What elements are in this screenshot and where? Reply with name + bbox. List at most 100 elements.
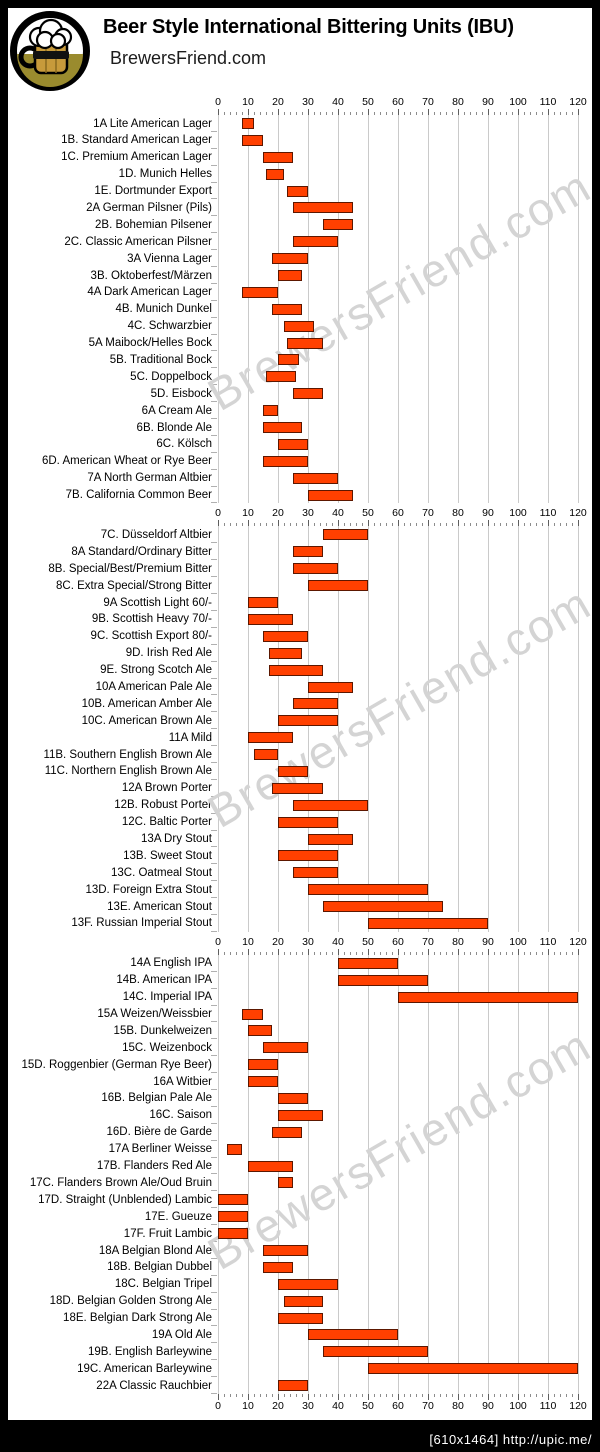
style-label: 18D. Belgian Golden Strong Ale — [49, 1295, 212, 1308]
chart-row: 11A Mild — [8, 729, 592, 746]
row-plot — [211, 1310, 579, 1327]
chart-row: 16D. Bière de Garde — [8, 1124, 592, 1141]
major-tick — [338, 520, 339, 527]
plot-area: BrewersFriend.com 1A Lite American Lager 1… — [8, 115, 592, 504]
style-label: 6D. American Wheat or Rye Beer — [41, 455, 212, 468]
style-label: 12A Brown Porter — [121, 782, 212, 795]
major-tick — [458, 1394, 459, 1401]
ibu-range-bar — [263, 455, 308, 467]
major-tick — [398, 948, 399, 955]
major-tick — [338, 1394, 339, 1401]
row-plot — [211, 368, 579, 386]
x-axis-tick-label: 100 — [509, 1400, 527, 1413]
x-axis-tick-label: 60 — [392, 935, 404, 948]
x-axis-labels: 0 10 20 30 40 50 60 70 80 90 100 110 120 — [8, 507, 592, 520]
row-plot — [211, 1242, 579, 1259]
row-plot — [211, 898, 579, 915]
chart-row: 13C. Oatmeal Stout — [8, 864, 592, 882]
major-tick — [218, 520, 219, 527]
chart-row: 19C. American Barleywine — [8, 1360, 592, 1378]
gridline — [488, 954, 489, 1395]
x-axis-tick-label: 30 — [302, 1400, 314, 1413]
style-label: 5D. Eisbock — [150, 387, 212, 400]
style-label: 4A Dark American Lager — [87, 286, 212, 299]
ibu-range-bar — [368, 917, 488, 929]
style-label: 1A Lite American Lager — [93, 117, 212, 130]
style-label: 17F. Fruit Lambic — [123, 1227, 212, 1240]
row-plot — [211, 1107, 579, 1124]
x-axis-tick-label: 80 — [452, 1400, 464, 1413]
x-axis-tick-label: 50 — [362, 935, 374, 948]
row-plot — [211, 318, 579, 335]
chart-row: 9D. Irish Red Ale — [8, 645, 592, 662]
style-label: 1E. Dortmunder Export — [94, 185, 212, 198]
x-axis-tick-label: 70 — [422, 96, 434, 108]
ibu-range-bar — [284, 320, 314, 332]
ibu-range-bar — [254, 749, 278, 761]
x-axis-tick-label: 0 — [215, 96, 221, 108]
style-label: 14C. Imperial IPA — [122, 991, 212, 1004]
row-plot — [211, 351, 579, 369]
row-plot — [211, 301, 579, 318]
row-plot — [211, 250, 579, 267]
style-label: 16B. Belgian Pale Ale — [101, 1092, 212, 1105]
row-plot — [211, 1174, 579, 1192]
chart-row: 9C. Scottish Export 80/- — [8, 628, 592, 645]
ibu-range-bar — [293, 799, 368, 811]
plot-area: BrewersFriend.com 7C. Düsseldorf Altbier 8… — [8, 526, 592, 932]
chart-row: 8A Standard/Ordinary Bitter — [8, 543, 592, 561]
major-tick — [428, 1394, 429, 1401]
style-label: 3A Vienna Lager — [127, 252, 212, 265]
ibu-range-bar — [227, 1143, 242, 1155]
major-tick — [488, 109, 489, 115]
chart-row: 12C. Baltic Porter — [8, 814, 592, 831]
chart-row: 5A Maibock/Helles Bock — [8, 335, 592, 352]
major-tick — [278, 109, 279, 115]
ibu-range-bar — [293, 236, 338, 248]
page-title: Beer Style International Bittering Units… — [103, 16, 514, 38]
chart-row: 19B. English Barleywine — [8, 1343, 592, 1361]
x-axis-ticks — [218, 109, 579, 115]
style-label: 13F. Russian Imperial Stout — [71, 917, 212, 930]
x-axis-tick-label: 100 — [509, 935, 527, 948]
chart-row: 14A English IPA — [8, 955, 592, 972]
x-axis-tick-label: 90 — [482, 935, 494, 948]
gridline — [428, 115, 429, 504]
row-plot — [211, 814, 579, 831]
ibu-range-bar — [248, 1160, 293, 1172]
chart-row: 17A Berliner Weisse — [8, 1141, 592, 1158]
style-label: 1B. Standard American Lager — [61, 134, 212, 147]
ibu-range-bar — [263, 1261, 293, 1273]
row-plot — [211, 645, 579, 662]
ibu-range-bar — [248, 1025, 272, 1037]
chart-row: 17B. Flanders Red Ale — [8, 1158, 592, 1175]
chart-row: 6B. Blonde Ale — [8, 419, 592, 436]
row-plot — [211, 972, 579, 989]
ibu-range-bar — [263, 151, 293, 163]
x-axis-tick-label: 40 — [332, 96, 344, 108]
chart-row: 10A American Pale Ale — [8, 679, 592, 696]
chart-row: 17D. Straight (Unblended) Lambic — [8, 1191, 592, 1209]
chart-row: 1C. Premium American Lager — [8, 149, 592, 166]
major-tick — [248, 109, 249, 115]
chart-row: 4A Dark American Lager — [8, 284, 592, 301]
chart-row: 18C. Belgian Tripel — [8, 1276, 592, 1293]
ibu-range-bar — [269, 664, 323, 676]
ibu-range-bar — [266, 371, 296, 383]
x-axis-tick-label: 0 — [215, 935, 221, 948]
style-label: 9E. Strong Scotch Ale — [100, 664, 212, 677]
x-axis-labels: 0 10 20 30 40 50 60 70 80 90 100 110 120 — [8, 936, 592, 949]
style-label: 2A German Pilsner (Pils) — [86, 201, 212, 214]
style-label: 12B. Robust Porter — [114, 799, 212, 812]
chart-row: 13D. Foreign Extra Stout — [8, 881, 592, 898]
gridline — [578, 526, 579, 932]
beer-mug-icon — [10, 11, 90, 91]
chart-row: 6D. American Wheat or Rye Beer — [8, 453, 592, 470]
style-label: 7A North German Altbier — [87, 472, 212, 485]
x-axis-tick-label: 90 — [482, 96, 494, 108]
x-axis-tick-label: 10 — [242, 96, 254, 108]
chart-row: 12A Brown Porter — [8, 780, 592, 797]
gridline — [518, 115, 519, 504]
major-tick — [218, 948, 219, 955]
